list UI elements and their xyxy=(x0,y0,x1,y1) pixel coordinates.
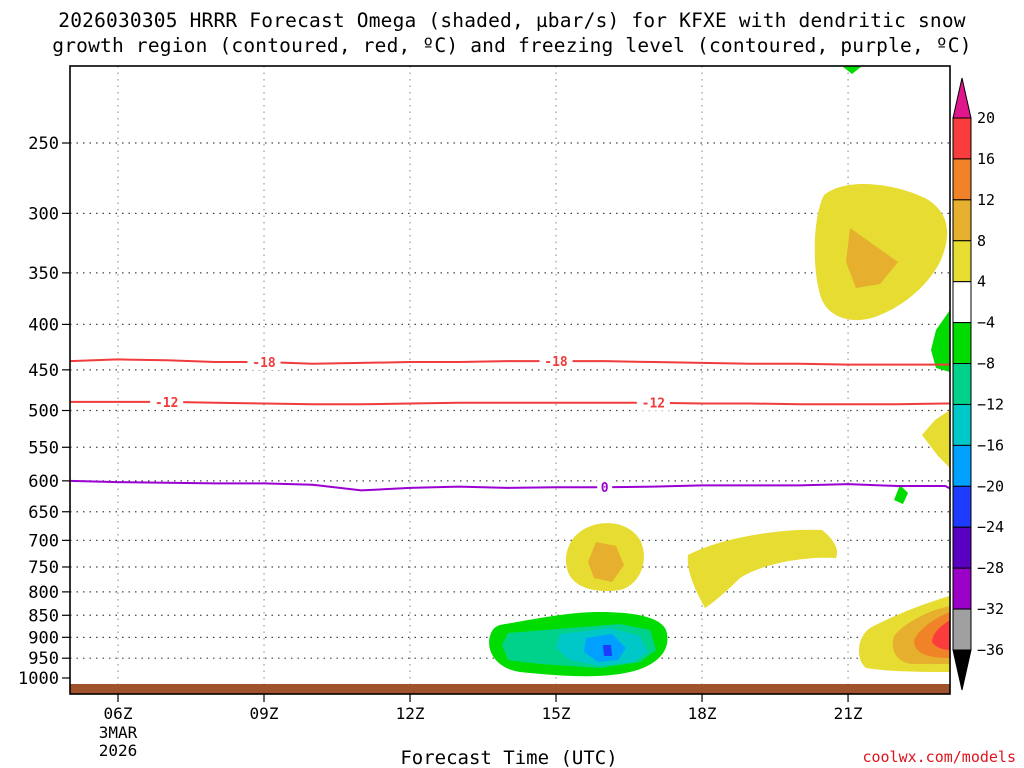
y-tick-label-600: 600 xyxy=(28,472,59,492)
colorbar-label: −36 xyxy=(977,641,1004,659)
colorbar-bottom-arrow xyxy=(952,649,972,691)
colorbar-box xyxy=(952,608,972,651)
omega-shading xyxy=(70,66,950,694)
colorbar-label: 4 xyxy=(977,273,986,291)
isotherm-line--18 xyxy=(70,358,950,366)
colorbar-label: −8 xyxy=(977,355,995,373)
y-tick-label-300: 300 xyxy=(28,204,59,224)
isotherm-label--12: -12 xyxy=(642,397,665,412)
isotherm-label--18: -18 xyxy=(252,356,276,371)
isotherm-line--12 xyxy=(70,400,950,406)
colorbar-top-arrow xyxy=(952,77,972,119)
x-tick-label-12Z: 12Z xyxy=(396,704,425,723)
y-tick-label-950: 950 xyxy=(28,649,59,669)
colorbar-label: −16 xyxy=(977,436,1004,454)
y-tick-label-400: 400 xyxy=(28,315,59,335)
colorbar-label: −24 xyxy=(977,518,1004,536)
y-tick-label-650: 650 xyxy=(28,503,59,523)
chart-title-line-1: 2026030305 HRRR Forecast Omega (shaded, … xyxy=(58,9,966,32)
colorbar: 20 16 12 8 4 −4 −8 −12 −16 −20 −24 −28 −32 −36 xyxy=(952,77,1004,691)
y-tick-label-900: 900 xyxy=(28,628,59,648)
colorbar-box xyxy=(952,240,972,283)
isotherm-line-0 xyxy=(70,479,950,492)
grid-lines xyxy=(70,66,950,694)
colorbar-label: 8 xyxy=(977,232,986,250)
omega-rise-core-upper xyxy=(846,228,898,288)
isotherm-label--18: -18 xyxy=(544,355,568,370)
x-tick-label-09Z: 09Z xyxy=(250,704,279,723)
isotherm-label-bg--18 xyxy=(539,353,573,370)
colorbar-label: −4 xyxy=(977,314,995,332)
colorbar-label: 20 xyxy=(977,109,995,127)
y-tick-label-850: 850 xyxy=(28,606,59,626)
y-tick-label-700: 700 xyxy=(28,531,59,551)
y-tick-label-800: 800 xyxy=(28,583,59,603)
isotherm-label-bg--18 xyxy=(247,354,281,371)
colorbar-box xyxy=(952,444,972,487)
y-tick-label-250: 250 xyxy=(28,134,59,154)
x-axis-date-line-1: 3MAR xyxy=(99,723,138,742)
x-axis: 06Z 09Z 12Z 15Z 18Z 21Z xyxy=(104,694,863,723)
y-tick-label-550: 550 xyxy=(28,438,59,458)
omega-sink-layer-4 xyxy=(603,645,612,656)
chart-title-line-2: growth region (contoured, red, ºC) and f… xyxy=(52,34,972,57)
omega-sink-blob-top xyxy=(842,66,862,74)
colorbar-box xyxy=(952,485,972,528)
omega-rise-edge-mid xyxy=(922,410,950,468)
colorbar-label: −28 xyxy=(977,559,1004,577)
isotherm-label-bg--12 xyxy=(636,394,670,411)
colorbar-box xyxy=(952,158,972,201)
colorbar-box xyxy=(952,281,972,324)
omega-rise-layer-3 xyxy=(932,620,950,650)
credit-text: coolwx.com/models xyxy=(862,748,1016,766)
colorbar-label: 16 xyxy=(977,150,995,168)
omega-rise-band-19z xyxy=(687,529,838,608)
colorbar-box xyxy=(952,199,972,242)
colorbar-box xyxy=(952,526,972,569)
colorbar-box xyxy=(952,403,972,446)
colorbar-box xyxy=(952,567,972,610)
y-tick-label-500: 500 xyxy=(28,402,59,422)
y-tick-label-450: 450 xyxy=(28,361,59,381)
y-axis: 2503003504004505005506006507007508008509… xyxy=(18,134,70,689)
y-tick-label-1000: 1000 xyxy=(18,669,59,689)
y-tick-label-750: 750 xyxy=(28,558,59,578)
x-tick-label-15Z: 15Z xyxy=(542,704,571,723)
x-axis-title: Forecast Time (UTC) xyxy=(400,747,617,768)
colorbar-label: −20 xyxy=(977,477,1004,495)
isotherm-label-bg-0 xyxy=(597,479,613,496)
omega-rise-core-16z xyxy=(588,542,624,582)
isotherm-label--12: -12 xyxy=(155,396,178,411)
colorbar-label: 12 xyxy=(977,191,995,209)
isotherm-label-0: 0 xyxy=(601,481,609,496)
plot-frame xyxy=(69,65,951,695)
isotherm-label-bg--12 xyxy=(150,393,184,410)
colorbar-box xyxy=(952,117,972,160)
colorbar-label: −12 xyxy=(977,395,1004,413)
x-tick-label-21Z: 21Z xyxy=(834,704,863,723)
omega-sink-edge-upper xyxy=(931,310,950,372)
isotherm-contours: -18 -18 -12 -12 0 xyxy=(70,353,950,496)
terrain-strip xyxy=(70,684,950,694)
y-tick-label-350: 350 xyxy=(28,264,59,284)
colorbar-box xyxy=(952,322,972,365)
omega-sink-speck-mid xyxy=(894,485,908,504)
colorbar-box xyxy=(952,363,972,405)
x-tick-label-18Z: 18Z xyxy=(688,704,717,723)
x-tick-label-06Z: 06Z xyxy=(104,704,133,723)
x-axis-date-line-2: 2026 xyxy=(99,741,138,760)
colorbar-label: −32 xyxy=(977,600,1004,618)
